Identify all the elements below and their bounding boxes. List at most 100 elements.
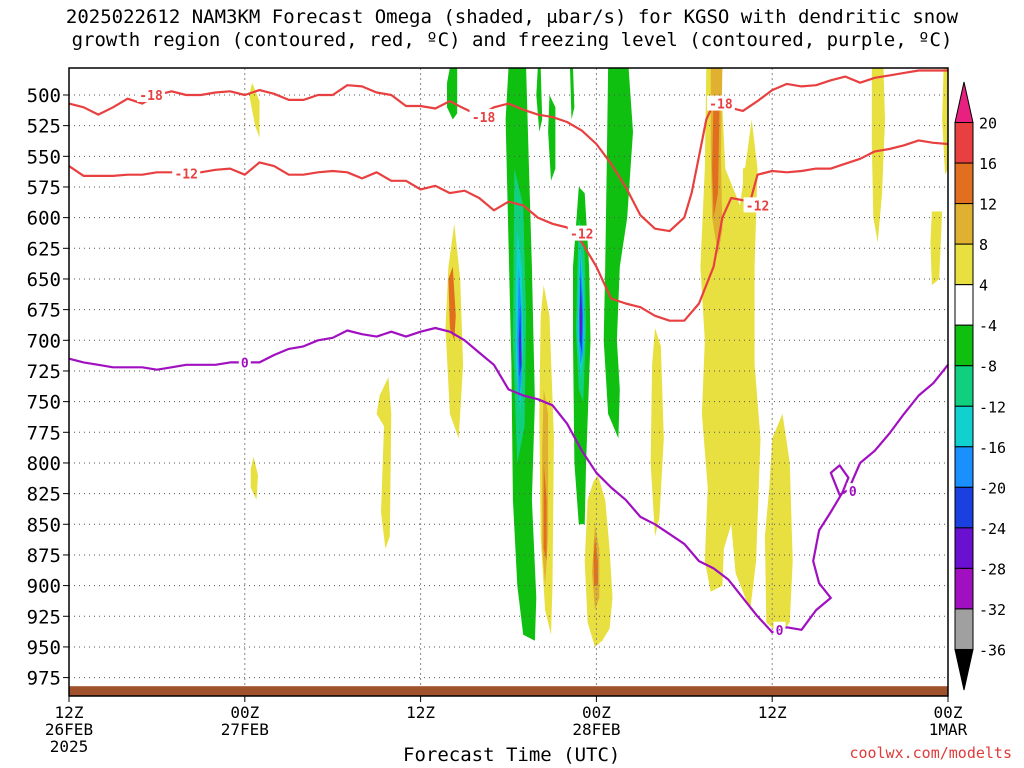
colorbar-cap-top <box>954 81 974 124</box>
x-tick-label: 2025 <box>50 737 89 756</box>
y-tick-label: 675 <box>27 300 61 322</box>
y-tick-label: 625 <box>27 238 61 260</box>
omega-region <box>942 68 948 175</box>
omega-region <box>712 95 720 218</box>
y-tick-label: 750 <box>27 392 61 414</box>
colorbar-label: 4 <box>979 277 988 295</box>
y-tick-label: 825 <box>27 484 61 506</box>
colorbar-label: -36 <box>979 641 1006 659</box>
contour-label-bg <box>846 483 859 499</box>
contour-label: -12 <box>570 228 593 243</box>
contour-label: -12 <box>174 167 197 182</box>
x-tick-label: 28FEB <box>572 720 620 739</box>
colorbar-label: 20 <box>979 115 997 133</box>
omega-region <box>250 456 258 500</box>
y-tick-label: 650 <box>27 269 61 291</box>
omega-region <box>376 377 392 549</box>
x-tick-label: 00Z <box>934 703 963 722</box>
contour-label: -12 <box>746 199 769 214</box>
omega-region <box>536 68 543 132</box>
omega-region <box>448 266 456 341</box>
colorbar-segment <box>954 324 974 367</box>
y-tick-label: 800 <box>27 453 61 475</box>
contour-label-bg <box>469 109 498 125</box>
omega-region <box>579 291 582 341</box>
contour-label-bg <box>773 621 786 637</box>
colorbar-cap-bottom <box>954 648 974 691</box>
y-tick-label: 700 <box>27 330 61 352</box>
y-tick-label: 775 <box>27 422 61 444</box>
colorbar-segment <box>954 203 974 245</box>
chart-title-line-2: growth region (contoured, red, ºC) and f… <box>71 29 953 51</box>
credit-text: coolwx.com/modelts <box>849 744 1012 762</box>
contour-label-bg <box>743 197 772 213</box>
colorbar-segment <box>954 405 974 448</box>
omega-region <box>700 68 761 611</box>
y-tick-label: 900 <box>27 576 61 598</box>
y-tick-label: 925 <box>27 606 61 628</box>
colorbar-segment <box>954 527 974 569</box>
omega-region <box>930 211 943 286</box>
colorbar-segment <box>954 365 974 407</box>
colorbar-label: 8 <box>979 236 988 254</box>
colorbar-segment <box>954 567 974 610</box>
y-tick-label: 875 <box>27 545 61 567</box>
contour-label: 0 <box>849 485 857 500</box>
omega-region <box>603 68 633 439</box>
omega-region <box>871 68 885 243</box>
colorbar-segment <box>954 122 974 164</box>
x-tick-label: 00Z <box>582 703 611 722</box>
omega-region <box>650 328 664 537</box>
colorbar-label: -12 <box>979 398 1006 416</box>
y-tick-label: 850 <box>27 514 61 536</box>
contour-label-bg <box>172 165 201 181</box>
omega-region <box>570 68 575 120</box>
colorbar-label: -16 <box>979 439 1006 457</box>
colorbar-label: 16 <box>979 155 997 173</box>
chart-title-line-1: 2025022612 NAM3KM Forecast Omega (shaded… <box>65 6 959 28</box>
y-tick-label: 525 <box>27 116 61 138</box>
y-tick-label: 500 <box>27 85 61 107</box>
x-tick-label: 1MAR <box>929 720 968 739</box>
colorbar-segment <box>954 446 974 488</box>
y-tick-label: 950 <box>27 637 61 659</box>
contour-minus12 <box>68 139 949 322</box>
y-tick-label: 975 <box>27 668 61 690</box>
y-tick-label: 575 <box>27 177 61 199</box>
colorbar-segment <box>954 486 974 529</box>
omega-shading-layer <box>249 68 948 647</box>
contour-label: -18 <box>709 98 733 113</box>
colorbar-label: -20 <box>979 479 1006 497</box>
y-tick-label: 600 <box>27 208 61 230</box>
contour-label: -18 <box>139 89 163 104</box>
contour-label-bg <box>706 95 735 111</box>
omega-region <box>548 95 556 181</box>
x-tick-label: 12Z <box>406 703 435 722</box>
y-tick-label: 550 <box>27 146 61 168</box>
colorbar-segment <box>954 608 974 650</box>
x-tick-label: 00Z <box>230 703 259 722</box>
terrain-layer <box>69 686 948 696</box>
x-axis-label: Forecast Time (UTC) <box>403 744 621 766</box>
x-tick-label: 12Z <box>55 703 84 722</box>
contour-label: 0 <box>776 624 784 639</box>
colorbar-label: -4 <box>979 317 997 335</box>
omega-region <box>519 328 521 365</box>
colorbar-segment <box>954 284 974 326</box>
x-tick-label: 26FEB <box>45 720 93 739</box>
colorbar-label: -32 <box>979 601 1006 619</box>
omega-region <box>447 68 458 120</box>
y-tick-label: 725 <box>27 361 61 383</box>
contour-label: 0 <box>241 356 249 371</box>
terrain-band <box>69 686 948 696</box>
colorbar-segment <box>954 243 974 286</box>
omega-region <box>543 463 547 562</box>
colorbar-label: -28 <box>979 560 1006 578</box>
x-tick-label: 27FEB <box>221 720 269 739</box>
contour-label-bg <box>137 86 166 102</box>
colorbar: 20 16 12 8 4 -4 -8 -12 -16 -20 -24 -28 -32 -36 <box>954 81 1006 691</box>
contour-label-layer: -18 -18 -18 -12 -12 -12 0 0 0 <box>137 86 859 639</box>
contour-minus18 <box>68 69 948 233</box>
